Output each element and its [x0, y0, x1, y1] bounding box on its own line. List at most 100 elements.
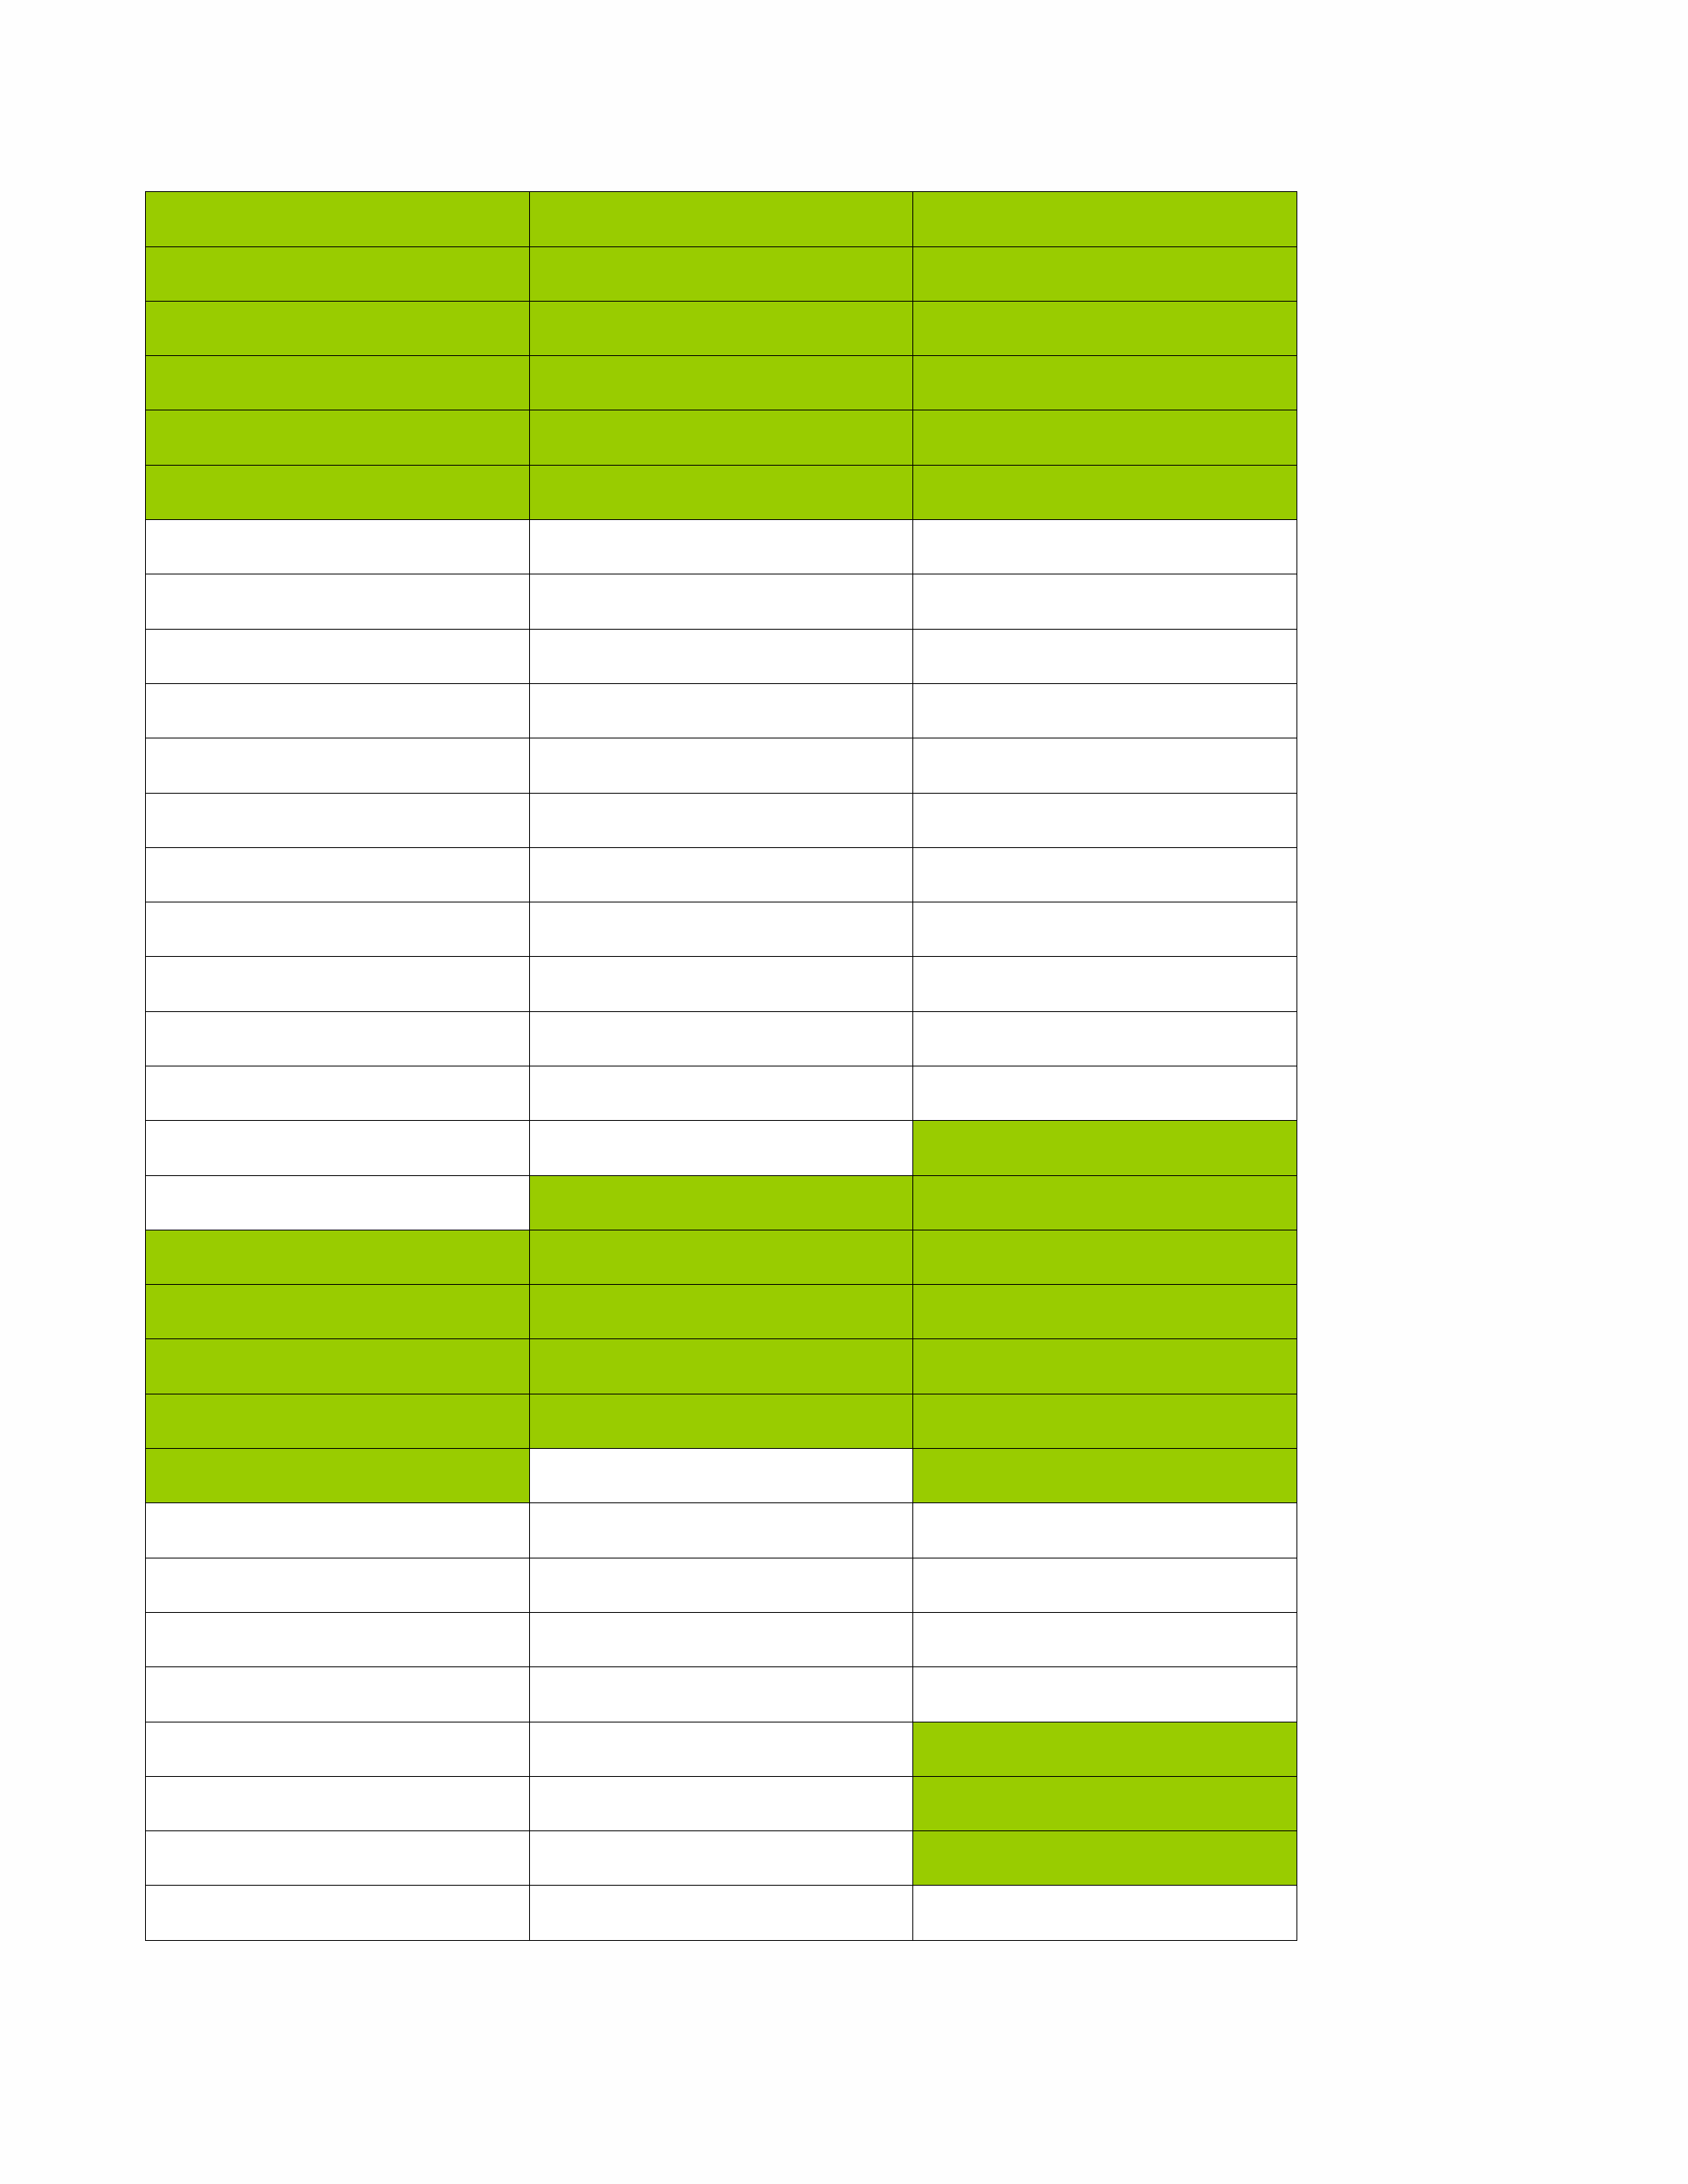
- table-cell-filled: [912, 246, 1298, 302]
- table-row: [145, 956, 1301, 1013]
- table-cell-empty: [145, 1666, 531, 1723]
- table-cell-empty: [912, 1666, 1298, 1723]
- table-cell-filled: [528, 410, 914, 466]
- table-row: [145, 1284, 1301, 1340]
- table-cell-empty: [912, 682, 1298, 739]
- table-cell-empty: [528, 1557, 914, 1614]
- table-cell-empty: [145, 1502, 531, 1559]
- table-cell-filled: [912, 1120, 1298, 1177]
- table-cell-empty: [912, 519, 1298, 575]
- table-cell-empty: [145, 1174, 531, 1231]
- table-row: [145, 1611, 1301, 1668]
- table-row: [145, 1666, 1301, 1723]
- table-cell-empty: [912, 1885, 1298, 1942]
- table-row: [145, 574, 1301, 630]
- table-row: [145, 1066, 1301, 1122]
- table-cell-empty: [528, 1010, 914, 1067]
- table-row: [145, 628, 1301, 685]
- table-cell-empty: [528, 1721, 914, 1778]
- table-row: [145, 300, 1301, 357]
- table-cell-filled: [528, 1284, 914, 1340]
- table-cell-filled: [528, 246, 914, 302]
- table-cell-empty: [528, 1502, 914, 1559]
- table-cell-empty: [145, 1721, 531, 1778]
- table-cell-empty: [912, 1066, 1298, 1122]
- table-cell-empty: [528, 628, 914, 685]
- table-row: [145, 1775, 1301, 1832]
- table-cell-empty: [528, 1611, 914, 1668]
- table-cell-filled: [912, 1284, 1298, 1340]
- table-cell-empty: [145, 956, 531, 1013]
- table-cell-empty: [145, 1557, 531, 1614]
- table-cell-empty: [528, 956, 914, 1013]
- table-cell-filled: [912, 1721, 1298, 1778]
- table-cell-filled: [912, 410, 1298, 466]
- table-cell-empty: [912, 792, 1298, 849]
- table-row: [145, 1229, 1301, 1286]
- table-cell-empty: [145, 792, 531, 849]
- table-cell-empty: [145, 628, 531, 685]
- table-cell-filled: [145, 1284, 531, 1340]
- table-cell-empty: [912, 628, 1298, 685]
- table-cell-empty: [145, 1120, 531, 1177]
- table-cell-filled: [912, 1830, 1298, 1886]
- table-row: [145, 410, 1301, 466]
- table-row: [145, 1557, 1301, 1614]
- table-row: [145, 191, 1301, 248]
- table-cell-empty: [528, 792, 914, 849]
- table-cell-filled: [912, 1775, 1298, 1832]
- table-cell-empty: [528, 1448, 914, 1504]
- table-cell-filled: [145, 410, 531, 466]
- table-cell-filled: [912, 1448, 1298, 1504]
- table-cell-filled: [145, 300, 531, 357]
- table-cell-empty: [145, 1066, 531, 1122]
- table-cell-empty: [912, 1010, 1298, 1067]
- table-cell-filled: [528, 464, 914, 521]
- table-cell-empty: [528, 902, 914, 958]
- table-cell-filled: [912, 1229, 1298, 1286]
- table-cell-empty: [528, 846, 914, 903]
- table-row: [145, 902, 1301, 958]
- table-cell-empty: [145, 519, 531, 575]
- table-cell-empty: [145, 1830, 531, 1886]
- table-cell-empty: [528, 1666, 914, 1723]
- table-cell-filled: [912, 300, 1298, 357]
- table-cell-empty: [528, 738, 914, 794]
- table-cell-empty: [528, 1885, 914, 1942]
- table-cell-empty: [145, 574, 531, 630]
- table-cell-empty: [912, 1502, 1298, 1559]
- table-cell-filled: [912, 191, 1298, 248]
- table-cell-empty: [528, 1066, 914, 1122]
- table-row: [145, 355, 1301, 411]
- table-cell-filled: [912, 1174, 1298, 1231]
- table-row: [145, 738, 1301, 794]
- table-cell-empty: [912, 1557, 1298, 1614]
- table-cell-empty: [145, 738, 531, 794]
- table-row: [145, 1010, 1301, 1067]
- table-cell-filled: [145, 1393, 531, 1450]
- table-cell-empty: [145, 1885, 531, 1942]
- table-row: [145, 846, 1301, 903]
- table-cell-empty: [145, 1010, 531, 1067]
- table-cell-filled: [912, 355, 1298, 411]
- table-cell-filled: [145, 1448, 531, 1504]
- table-row: [145, 792, 1301, 849]
- table-row: [145, 1393, 1301, 1450]
- table-cell-empty: [912, 846, 1298, 903]
- table-cell-empty: [912, 574, 1298, 630]
- table-cell-empty: [528, 682, 914, 739]
- colored-grid-table: [145, 191, 1301, 1942]
- table-row: [145, 246, 1301, 302]
- table-cell-empty: [145, 682, 531, 739]
- table-row: [145, 1120, 1301, 1177]
- table-cell-filled: [528, 1338, 914, 1395]
- table-cell-filled: [145, 1338, 531, 1395]
- table-cell-empty: [528, 1830, 914, 1886]
- table-row: [145, 1502, 1301, 1559]
- table-cell-empty: [528, 1775, 914, 1832]
- table-cell-filled: [528, 1174, 914, 1231]
- table-cell-filled: [528, 1229, 914, 1286]
- table-cell-empty: [145, 1611, 531, 1668]
- table-cell-empty: [145, 846, 531, 903]
- table-cell-filled: [145, 191, 531, 248]
